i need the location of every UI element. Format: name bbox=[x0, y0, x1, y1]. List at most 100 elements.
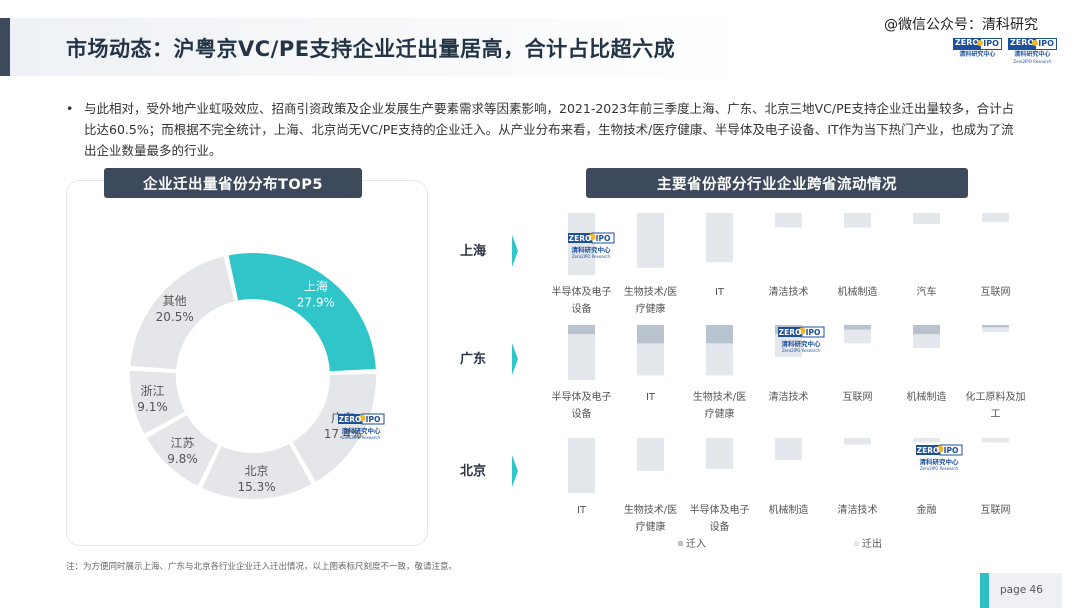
svg-text:清科研究中心: 清科研究中心 bbox=[572, 245, 612, 254]
svg-text:清科研究中心: 清科研究中心 bbox=[342, 426, 382, 435]
category-label-1-2: 生物技术/医 bbox=[693, 390, 746, 403]
bar-out-1-6 bbox=[982, 325, 1009, 332]
category-label-1-6: 化工原料及加 bbox=[966, 390, 1026, 403]
page-title: 市场动态：沪粤京VC/PE支持企业迁出量居高，合计占比超六成 bbox=[66, 37, 676, 61]
bar-in-1-5 bbox=[913, 325, 940, 335]
category-label-1-0: 半导体及电子 bbox=[552, 390, 612, 403]
bar-out-0-2 bbox=[706, 213, 733, 263]
svg-text:Zero2IPO Research: Zero2IPO Research bbox=[920, 466, 959, 471]
donut-chart: 上海27.9%广东17.4%北京15.3%江苏9.8%浙江9.1%其他20.5%… bbox=[128, 251, 385, 501]
summary-text: 与此相对，受外地产业虹吸效应、招商引资政策及企业发展生产要素需求等因素影响，20… bbox=[84, 101, 1015, 158]
title-accent-bar bbox=[0, 18, 10, 76]
bar-in-1-1 bbox=[637, 325, 664, 344]
donut-slice-4 bbox=[128, 368, 188, 437]
header-logo: ZERO IPO 清科研究中心 bbox=[953, 38, 1002, 59]
category-label-2-3: 机械制造 bbox=[769, 503, 809, 516]
category-label-0-0: 半导体及电子 bbox=[552, 285, 612, 298]
category-label-2-1: 疗健康 bbox=[636, 520, 666, 533]
category-label-1-5: 机械制造 bbox=[907, 390, 947, 403]
svg-text:清科研究中心: 清科研究中心 bbox=[782, 339, 822, 348]
legend-swatch-out bbox=[854, 541, 859, 546]
donut-label-2: 北京 bbox=[245, 464, 269, 478]
region-label-0: 上海 bbox=[460, 243, 486, 259]
donut-value-3: 9.8% bbox=[167, 452, 198, 466]
donut-slice-5 bbox=[128, 254, 237, 372]
donut-panel-title: 企业迁出量省份分布TOP5 bbox=[104, 168, 362, 198]
bar-out-2-3 bbox=[775, 438, 802, 460]
bar-out-0-0 bbox=[568, 213, 595, 275]
region-chevron-2 bbox=[512, 455, 518, 487]
donut-value-5: 20.5% bbox=[156, 310, 194, 324]
page-number-box bbox=[980, 573, 1062, 608]
bar-out-0-6 bbox=[982, 213, 1009, 223]
category-label-0-2: IT bbox=[715, 287, 725, 298]
category-label-0-5: 汽车 bbox=[917, 285, 937, 298]
footnote: 注：为方便同时展示上海、广东与北京各行业企业迁入迁出情况，以上图表标尺刻度不一致… bbox=[66, 562, 458, 572]
category-label-0-1: 疗健康 bbox=[636, 302, 666, 315]
bullet-icon: • bbox=[66, 101, 74, 116]
donut-value-1: 17.4% bbox=[324, 427, 362, 441]
region-chevron-0 bbox=[512, 235, 518, 267]
title-band bbox=[10, 18, 750, 76]
svg-text:Zero2IPO Research: Zero2IPO Research bbox=[342, 435, 381, 440]
bar-out-2-5 bbox=[913, 438, 940, 443]
category-label-1-2: 疗健康 bbox=[705, 407, 735, 420]
page-number-accent bbox=[980, 573, 989, 608]
svg-text:ZERO: ZERO bbox=[569, 234, 592, 243]
bar-out-2-1 bbox=[637, 438, 664, 471]
svg-text:ZERO: ZERO bbox=[339, 415, 362, 424]
summary-bullet: • 与此相对，受外地产业虹吸效应、招商引资政策及企业发展生产要素需求等因素影响，… bbox=[66, 98, 1026, 161]
donut-label-0: 上海 bbox=[304, 278, 328, 293]
page-number: page 46 bbox=[1000, 584, 1043, 596]
bar-in-1-4 bbox=[844, 325, 871, 330]
bar-out-2-4 bbox=[844, 438, 871, 445]
svg-text:IPO: IPO bbox=[366, 415, 381, 424]
header-logo-en: ZERO IPO 清科研究中心 Zero2IPO Research bbox=[1008, 38, 1057, 64]
bar-out-0-5 bbox=[913, 213, 940, 224]
category-label-2-4: 清洁技术 bbox=[838, 503, 878, 516]
donut-slice-0 bbox=[226, 251, 378, 374]
svg-text:Zero2IPO Research: Zero2IPO Research bbox=[572, 254, 611, 259]
category-label-2-2: 设备 bbox=[710, 520, 730, 533]
donut-label-3: 江苏 bbox=[170, 436, 194, 450]
donut-value-0: 27.9% bbox=[297, 295, 335, 309]
category-label-1-6: 工 bbox=[991, 409, 1001, 420]
donut-slice-2 bbox=[199, 441, 315, 501]
bar-out-2-6 bbox=[982, 438, 1009, 443]
category-label-2-6: 互联网 bbox=[981, 504, 1011, 516]
category-label-2-0: IT bbox=[577, 505, 587, 516]
watermark: @微信公众号：清科研究 bbox=[884, 17, 1038, 33]
region-label-2: 北京 bbox=[460, 463, 486, 479]
category-label-1-4: 互联网 bbox=[843, 391, 873, 403]
svg-text:ZERO: ZERO bbox=[779, 328, 802, 337]
donut-slice-1 bbox=[289, 371, 378, 485]
donut-label-4: 浙江 bbox=[141, 384, 165, 398]
svg-text:ZERO: ZERO bbox=[917, 446, 940, 455]
legend-label-out: 迁出 bbox=[862, 537, 882, 550]
region-label-1: 广东 bbox=[460, 351, 486, 367]
bar-out-0-3 bbox=[775, 213, 802, 228]
donut-slice-3 bbox=[144, 412, 221, 489]
bar-out-2-2 bbox=[706, 438, 733, 469]
donut-value-4: 9.1% bbox=[137, 400, 168, 414]
category-label-2-5: 金融 bbox=[917, 503, 937, 516]
region-chevron-1 bbox=[512, 343, 518, 375]
bar-out-0-1 bbox=[637, 213, 664, 268]
category-label-0-0: 设备 bbox=[572, 302, 592, 315]
category-label-2-2: 半导体及电子 bbox=[690, 503, 750, 516]
category-label-0-6: 互联网 bbox=[981, 286, 1011, 298]
donut-value-2: 15.3% bbox=[237, 480, 275, 494]
svg-text:IPO: IPO bbox=[944, 446, 959, 455]
svg-text:Zero2IPO Research: Zero2IPO Research bbox=[782, 348, 821, 353]
category-label-1-1: IT bbox=[646, 392, 656, 403]
bar-out-0-4 bbox=[844, 213, 871, 228]
svg-text:IPO: IPO bbox=[806, 328, 821, 337]
svg-text:IPO: IPO bbox=[596, 234, 611, 243]
bar-in-1-0 bbox=[568, 325, 595, 335]
legend-swatch-in bbox=[678, 541, 683, 546]
